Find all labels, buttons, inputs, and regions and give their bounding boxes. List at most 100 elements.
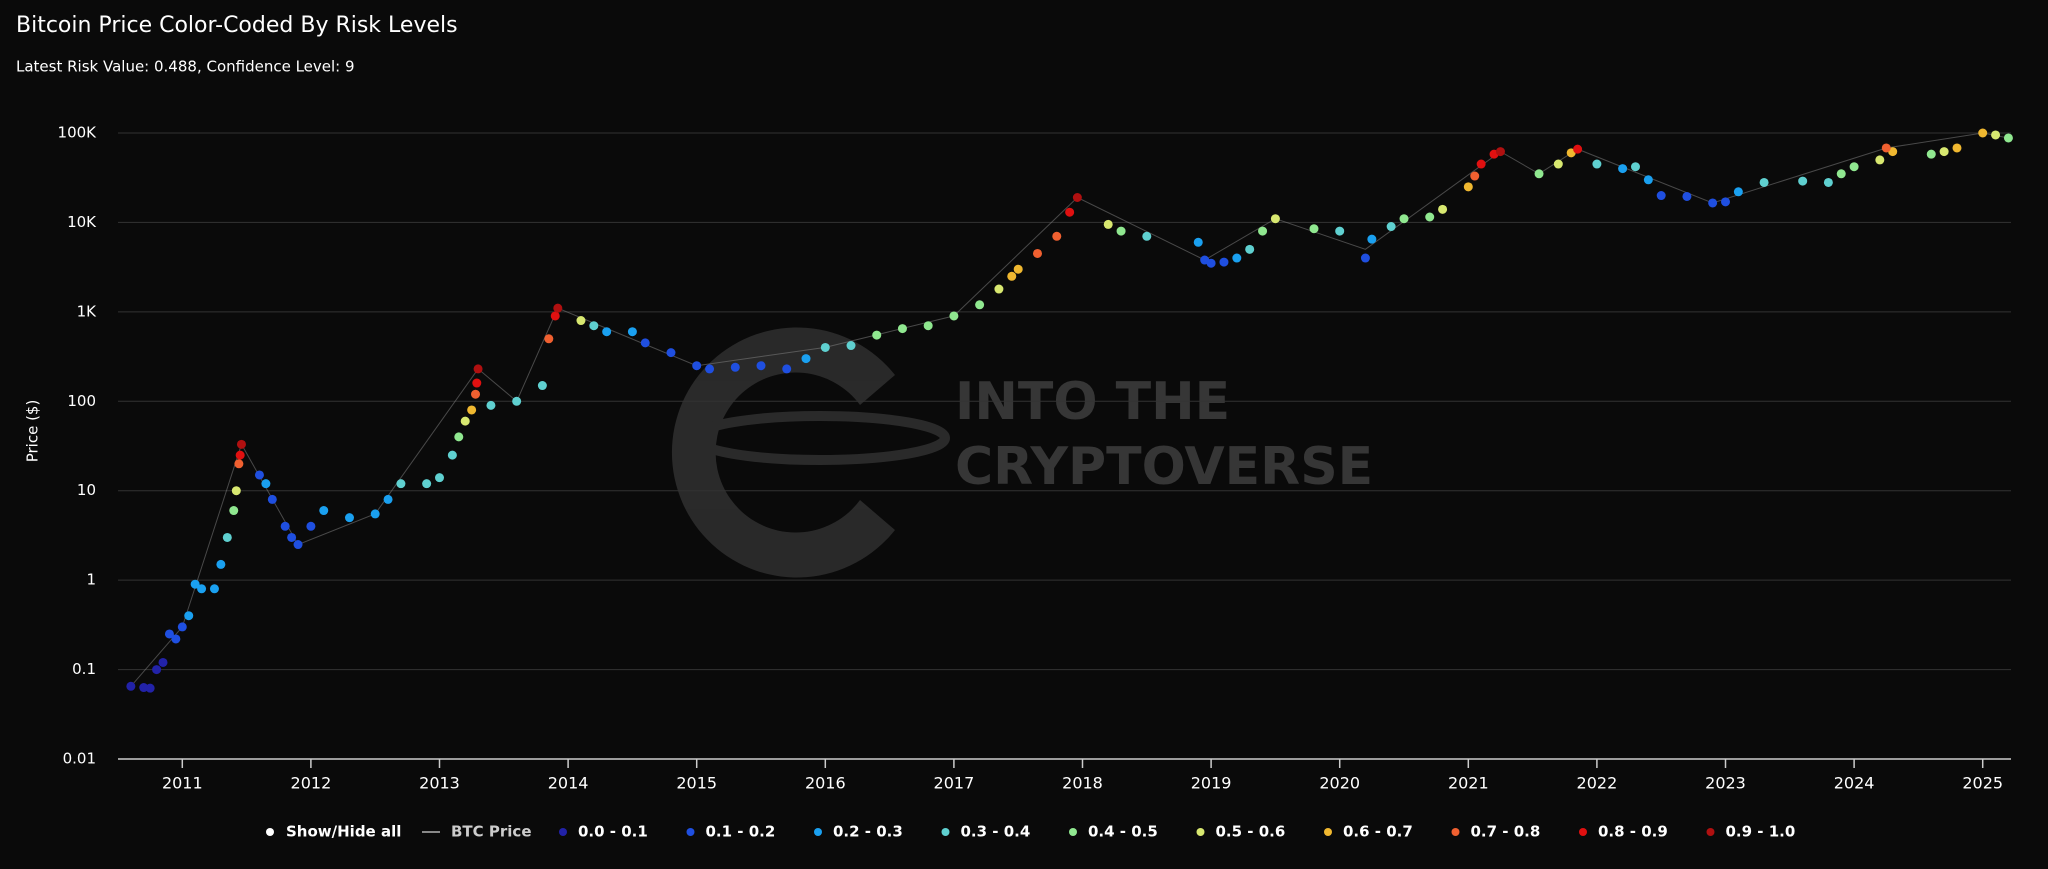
- risk-point: [306, 521, 316, 531]
- risk-point: [158, 657, 168, 667]
- legend-item[interactable]: 0.7 - 0.8: [1451, 823, 1541, 841]
- risk-point: [1476, 159, 1486, 169]
- legend-label: 0.3 - 0.4: [961, 823, 1031, 841]
- risk-point: [544, 334, 554, 344]
- price-line: [130, 132, 2009, 687]
- risk-point: [1721, 197, 1731, 207]
- risk-point: [1386, 222, 1396, 232]
- legend-label: Show/Hide all: [286, 823, 401, 841]
- risk-point: [1495, 147, 1505, 157]
- x-tick-label: 2020: [1319, 774, 1360, 793]
- risk-point: [1849, 162, 1859, 172]
- risk-point: [435, 473, 445, 483]
- x-tick-label: 2024: [1834, 774, 1875, 793]
- risk-point: [1926, 149, 1936, 159]
- risk-point: [261, 479, 271, 489]
- risk-point: [1798, 176, 1808, 186]
- risk-point: [1733, 187, 1743, 197]
- legend-label: 0.1 - 0.2: [706, 823, 776, 841]
- risk-point: [383, 494, 393, 504]
- risk-point: [923, 321, 933, 331]
- legend-item[interactable]: 0.8 - 0.9: [1579, 823, 1668, 841]
- watermark-text: CRYPTOVERSE: [955, 437, 1373, 497]
- risk-point: [229, 506, 239, 516]
- risk-point: [1875, 155, 1885, 165]
- risk-point: [576, 316, 586, 326]
- risk-point: [994, 284, 1004, 294]
- legend-item[interactable]: 0.9 - 1.0: [1706, 823, 1796, 841]
- risk-point: [666, 348, 676, 358]
- risk-point: [1245, 244, 1255, 254]
- risk-point: [467, 405, 477, 415]
- legend-item[interactable]: 0.0 - 0.1: [559, 823, 648, 841]
- legend-item[interactable]: 0.3 - 0.4: [941, 823, 1031, 841]
- x-tick-label: 2022: [1577, 774, 1618, 793]
- risk-point: [1592, 159, 1602, 169]
- risk-point: [422, 479, 432, 489]
- risk-point: [1013, 264, 1023, 274]
- risk-point: [1116, 226, 1126, 236]
- risk-point: [344, 513, 354, 523]
- risk-point: [1836, 169, 1846, 179]
- risk-point: [512, 396, 522, 406]
- risk-point: [1065, 207, 1075, 217]
- y-tick-label: 1K: [77, 302, 98, 320]
- risk-point: [537, 381, 547, 391]
- x-tick-label: 2013: [419, 774, 460, 793]
- legend-item[interactable]: 0.6 - 0.7: [1324, 823, 1413, 841]
- chart-title: Bitcoin Price Color-Coded By Risk Levels: [16, 13, 458, 38]
- legend-item[interactable]: Show/Hide all: [266, 823, 401, 841]
- risk-point: [1553, 159, 1563, 169]
- risk-point: [692, 361, 702, 371]
- chart-subtitle: Latest Risk Value: 0.488, Confidence Lev…: [16, 58, 355, 76]
- risk-point: [370, 509, 380, 519]
- risk-point: [152, 665, 162, 675]
- risk-point: [145, 683, 155, 693]
- legend-label: 0.6 - 0.7: [1343, 823, 1413, 841]
- risk-point: [553, 303, 563, 313]
- y-tick-label: 100: [67, 392, 96, 410]
- risk-point: [1309, 224, 1319, 234]
- legend-item[interactable]: 0.4 - 0.5: [1069, 823, 1158, 841]
- legend-marker: [1706, 828, 1715, 836]
- legend-item[interactable]: 0.1 - 0.2: [686, 823, 776, 841]
- risk-point: [1881, 143, 1891, 153]
- risk-point: [235, 450, 245, 460]
- legend-marker: [1324, 828, 1332, 836]
- legend-item[interactable]: BTC Price: [422, 823, 532, 841]
- risk-point: [872, 330, 882, 340]
- legend-marker: [1579, 828, 1587, 836]
- risk-point: [730, 362, 740, 372]
- risk-point: [171, 634, 181, 644]
- legend-item[interactable]: 0.5 - 0.6: [1196, 823, 1286, 841]
- watermark-text: INTO THE: [955, 372, 1230, 432]
- risk-point: [254, 470, 264, 480]
- risk-point: [1618, 164, 1628, 174]
- risk-point: [319, 506, 329, 516]
- y-tick-label: 0.1: [72, 660, 96, 678]
- legend-marker: [266, 828, 274, 836]
- risk-point: [1032, 248, 1042, 258]
- risk-point: [460, 416, 470, 426]
- risk-point: [1072, 193, 1082, 203]
- risk-point: [846, 341, 856, 351]
- risk-point: [1399, 214, 1409, 224]
- risk-point: [190, 579, 200, 589]
- risk-point: [705, 364, 715, 374]
- y-tick-label: 10K: [67, 213, 97, 231]
- risk-point: [1052, 231, 1062, 241]
- risk-point: [164, 629, 174, 639]
- risk-point: [1534, 169, 1544, 179]
- risk-point: [231, 486, 241, 496]
- risk-point: [2003, 133, 2013, 143]
- legend-item[interactable]: 0.2 - 0.3: [814, 823, 903, 841]
- risk-point: [1193, 237, 1203, 247]
- risk-point: [949, 311, 959, 321]
- y-tick-label: 10: [77, 481, 96, 499]
- risk-point: [471, 389, 481, 399]
- risk-point: [280, 521, 290, 531]
- risk-point: [1643, 175, 1653, 185]
- x-tick-label: 2017: [934, 774, 975, 793]
- risk-point: [447, 450, 457, 460]
